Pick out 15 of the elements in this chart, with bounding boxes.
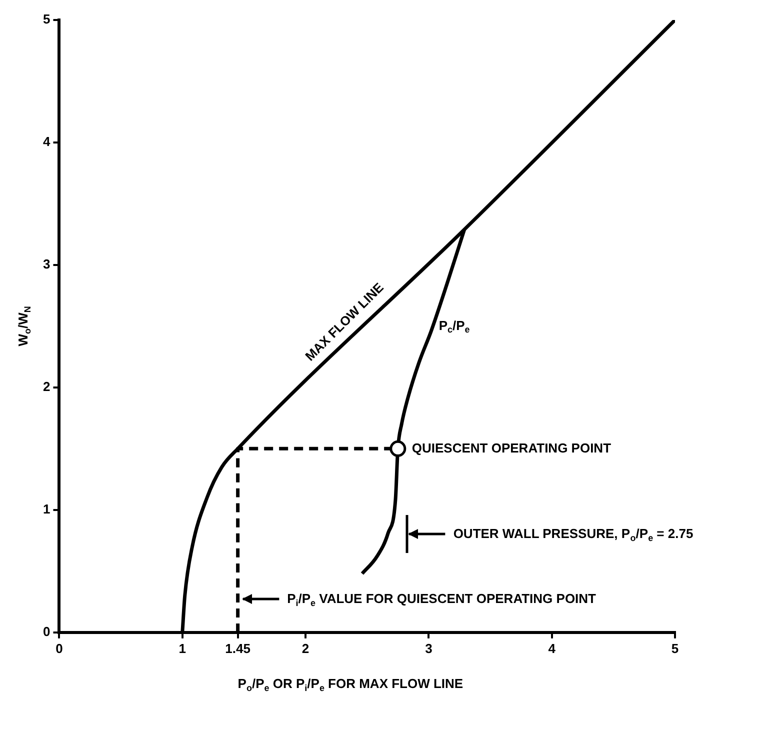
x-tick-label: 1.45: [225, 640, 250, 656]
x-tick-label: 3: [425, 640, 432, 656]
x-tick-label: 0: [56, 640, 63, 656]
y-tick-label: 0: [42, 624, 50, 639]
y-tick-label: 3: [42, 256, 50, 272]
y-tick-label: 5: [42, 12, 50, 27]
x-tick-label: 2: [302, 640, 310, 656]
annotation: QUIESCENT OPERATING POINT: [412, 440, 612, 456]
y-tick-label: 2: [42, 379, 50, 394]
y-tick-label: 1: [42, 502, 50, 516]
y-axis-title: Wo/WN: [16, 306, 32, 346]
x-tick-label: 1: [178, 640, 186, 656]
x-tick-label: 5: [671, 640, 679, 656]
y-tick-label: 4: [42, 134, 51, 150]
x-tick-label: 4: [548, 640, 556, 656]
